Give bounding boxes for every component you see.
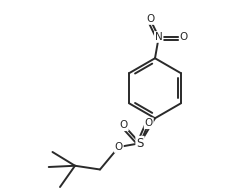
Text: O: O [120, 120, 128, 130]
Text: S: S [136, 137, 144, 150]
Text: O: O [146, 14, 154, 24]
Text: N: N [155, 32, 163, 42]
Text: O: O [180, 32, 188, 42]
Text: O: O [145, 118, 153, 128]
Text: O: O [115, 142, 123, 152]
